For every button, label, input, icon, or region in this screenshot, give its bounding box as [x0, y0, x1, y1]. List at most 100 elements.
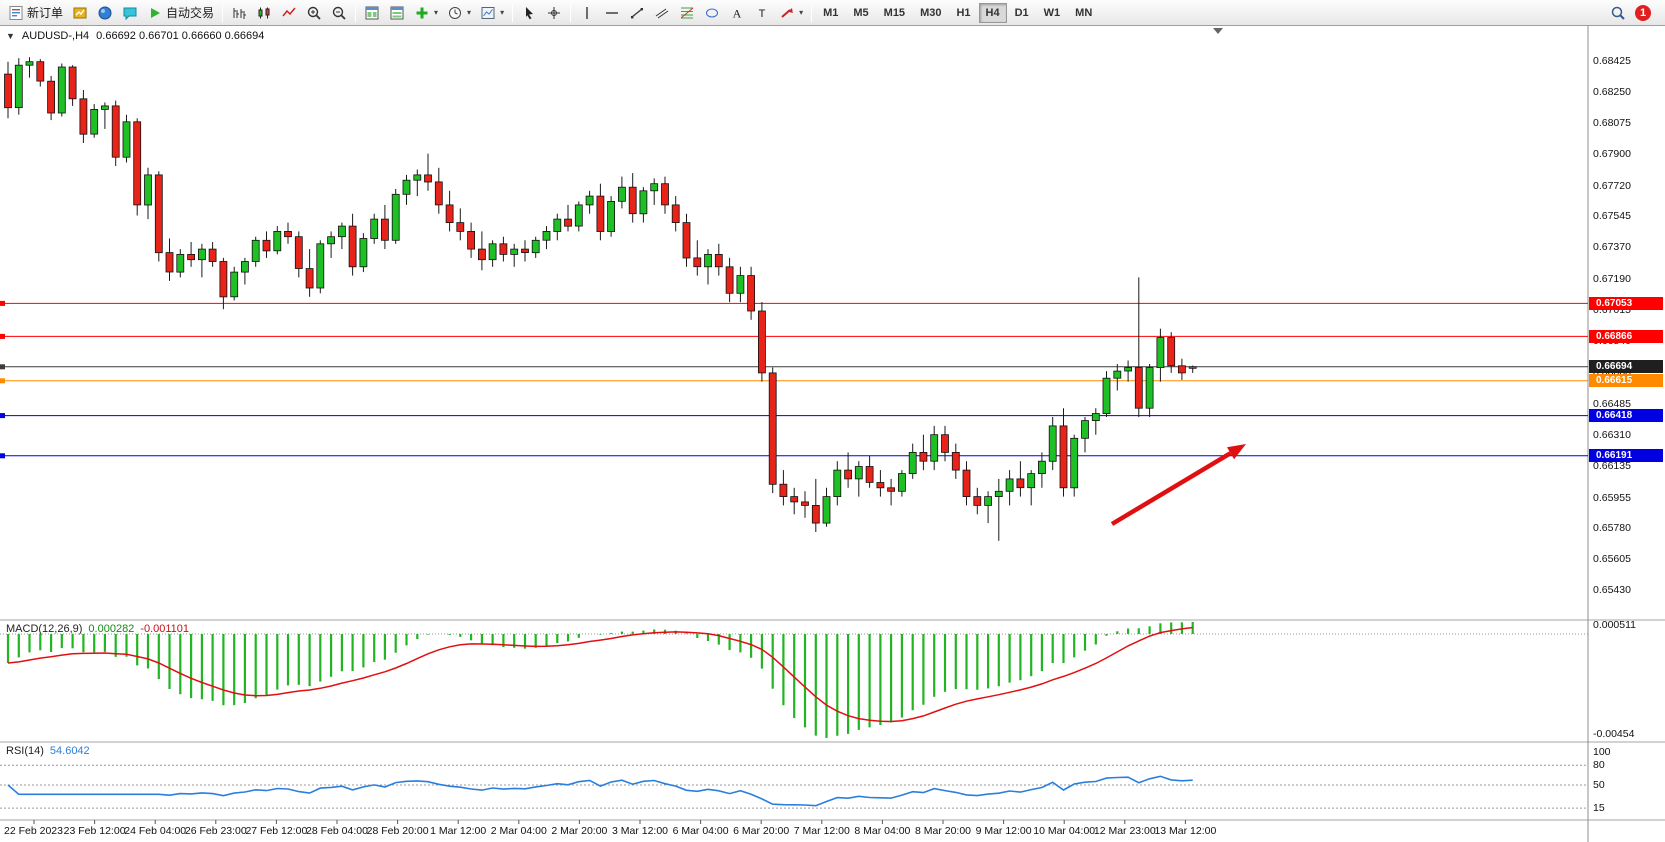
trendline-button[interactable]: [625, 2, 649, 24]
new-order-button-label: 新订单: [27, 6, 64, 20]
notification-badge[interactable]: 1: [1635, 4, 1651, 21]
price-axis-label: 0.65780: [1593, 522, 1631, 535]
linechart-icon: [281, 5, 297, 21]
time-axis-label: 24 Feb 04:00: [124, 825, 187, 837]
chat-icon: [122, 5, 138, 21]
price-axis-label: 0.65955: [1593, 491, 1631, 504]
timeframe-H4-button[interactable]: H4: [978, 2, 1007, 23]
new-order-button[interactable]: 新订单: [4, 2, 67, 24]
level-line-anchor: [0, 378, 5, 384]
text-icon: A: [729, 5, 745, 21]
bar-chart-button[interactable]: [227, 2, 251, 24]
clock-icon: [447, 5, 463, 21]
arrange-icon: [389, 5, 405, 21]
auto-trading-button-label: 自动交易: [166, 6, 215, 20]
new-order-icon: [8, 5, 24, 21]
timeframe-H1-button[interactable]: H1: [949, 3, 977, 23]
period-button[interactable]: ▾: [443, 2, 475, 24]
chart-canvas[interactable]: [0, 26, 1665, 842]
price-axis-label: 0.65430: [1593, 584, 1631, 597]
channel-button[interactable]: [650, 2, 674, 24]
chart-background: [0, 26, 1665, 842]
time-axis-label: 23 Feb 12:00: [63, 825, 126, 837]
price-axis-label: 0.66310: [1593, 428, 1631, 441]
crosshair-button[interactable]: [542, 2, 566, 24]
timeframe-W1-button[interactable]: W1: [1037, 3, 1068, 23]
macd-axis-bottom-label: -0.00454: [1593, 728, 1635, 740]
rsi-value: 54.6042: [49, 745, 90, 757]
one-click-trading-toggle[interactable]: ▼: [6, 31, 15, 41]
time-axis-label: 26 Feb 23:00: [184, 825, 247, 837]
time-axis-label: 6 Mar 04:00: [672, 825, 729, 837]
label-button[interactable]: T: [750, 2, 774, 24]
market-watch-button[interactable]: [68, 2, 92, 24]
dropdown-caret-icon: ▾: [434, 8, 439, 17]
toolbar-separator: [512, 3, 514, 22]
line-chart-button[interactable]: [277, 2, 301, 24]
zoom-out-button[interactable]: [327, 2, 351, 24]
price-axis-label: 0.67720: [1593, 179, 1631, 192]
price-axis-label: 0.68425: [1593, 54, 1631, 67]
chart-shift-marker[interactable]: [1213, 28, 1223, 34]
fibo-icon: [679, 5, 695, 21]
time-axis-label: 2 Mar 20:00: [551, 825, 608, 837]
vertical-line-button[interactable]: [575, 2, 599, 24]
add-indicator-button[interactable]: ▾: [410, 2, 442, 24]
svg-text:A: A: [733, 6, 742, 20]
rsi-axis-label: 100: [1593, 746, 1611, 758]
timeframe-M1-button[interactable]: M1: [816, 3, 845, 23]
label-icon: T: [754, 5, 770, 21]
horizontal-line-button[interactable]: [600, 2, 624, 24]
ohlc-values: 0.66692 0.66701 0.66660 0.66694: [96, 30, 265, 42]
candlestick-chart-button[interactable]: [252, 2, 276, 24]
price-axis-label: 0.66485: [1593, 397, 1631, 410]
auto-arrange-button[interactable]: [385, 2, 409, 24]
time-axis-label: 8 Mar 04:00: [854, 825, 911, 837]
shapes-button[interactable]: [700, 2, 724, 24]
trend-arrow-annotation[interactable]: [1110, 444, 1246, 526]
level-line-anchor: [0, 364, 5, 370]
time-axis-label: 8 Mar 20:00: [914, 825, 972, 837]
data-window-icon: [97, 5, 113, 21]
symbol-timeframe-label: AUDUSD-,H4: [21, 30, 90, 42]
level-line-anchor: [0, 333, 5, 339]
hline-icon: [604, 5, 620, 21]
chart-title: ▼ AUDUSD-,H4 0.66692 0.66701 0.66660 0.6…: [6, 30, 264, 42]
time-axis-label: 1 Mar 12:00: [430, 825, 487, 837]
time-axis-label: 12 Mar 23:00: [1093, 825, 1156, 837]
timeframe-M15-button[interactable]: M15: [877, 3, 912, 23]
price-level-label: 0.66191: [1589, 449, 1663, 463]
add-indicator-icon: [414, 5, 430, 21]
timeframe-M5-button[interactable]: M5: [846, 3, 875, 23]
macd-name: MACD(12,26,9): [6, 623, 83, 635]
search-button[interactable]: [1606, 2, 1630, 24]
rsi-axis-label: 15: [1593, 802, 1605, 815]
zoom-in-button[interactable]: [302, 2, 326, 24]
arrowobj-icon: [779, 5, 795, 21]
price-axis-label: 0.65605: [1593, 553, 1631, 566]
text-button[interactable]: A: [725, 2, 749, 24]
macd-axis-top-label: 0.000511: [1593, 619, 1637, 631]
timeframe-MN-button[interactable]: MN: [1068, 3, 1099, 23]
level-lines[interactable]: [0, 300, 1588, 459]
data-window-button[interactable]: [93, 2, 117, 24]
template-button[interactable]: ▾: [476, 2, 508, 24]
timeframe-D1-button[interactable]: D1: [1008, 3, 1036, 23]
tile-windows-button[interactable]: [360, 2, 384, 24]
crosshair-icon: [546, 5, 562, 21]
toolbar-separator: [355, 3, 357, 22]
candles-icon: [256, 5, 272, 21]
timeframe-M30-button[interactable]: M30: [913, 3, 948, 23]
arrow-objects-button[interactable]: ▾: [775, 2, 807, 24]
fibonacci-button[interactable]: [675, 2, 699, 24]
price-axis-label: 0.66135: [1593, 459, 1631, 472]
time-axis-label: 28 Feb 20:00: [366, 825, 429, 837]
autotrade-icon: [147, 5, 163, 21]
terminal-button[interactable]: [118, 2, 142, 24]
macd-histogram: [6, 622, 1194, 738]
cursor-button[interactable]: [517, 2, 541, 24]
market-watch-icon: [72, 5, 88, 21]
template-icon: [480, 5, 496, 21]
auto-trading-button[interactable]: 自动交易: [143, 2, 218, 24]
